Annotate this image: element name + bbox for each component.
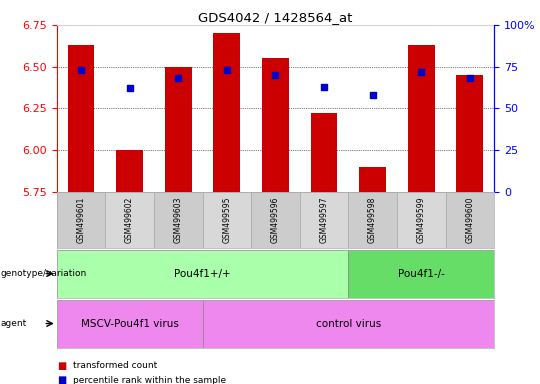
- Point: [368, 92, 377, 98]
- Text: GSM499598: GSM499598: [368, 197, 377, 243]
- Point: [320, 84, 328, 90]
- Text: ■: ■: [57, 375, 66, 384]
- Bar: [68, 45, 94, 192]
- Bar: [57, 300, 202, 348]
- Text: GSM499596: GSM499596: [271, 197, 280, 243]
- Bar: [310, 114, 338, 192]
- Point: [465, 75, 474, 81]
- Text: ■: ■: [57, 361, 66, 371]
- Bar: [456, 75, 483, 192]
- Text: transformed count: transformed count: [73, 361, 157, 370]
- Bar: [446, 192, 494, 248]
- Point: [271, 72, 280, 78]
- Bar: [105, 192, 154, 248]
- Bar: [251, 192, 300, 248]
- Bar: [116, 150, 143, 192]
- Bar: [397, 192, 445, 248]
- Text: percentile rank within the sample: percentile rank within the sample: [73, 376, 226, 384]
- Point: [77, 67, 85, 73]
- Text: GSM499599: GSM499599: [417, 197, 426, 243]
- Bar: [202, 300, 494, 348]
- Text: Pou4f1-/-: Pou4f1-/-: [398, 268, 444, 279]
- Bar: [165, 67, 192, 192]
- Point: [125, 85, 134, 91]
- Text: Pou4f1+/+: Pou4f1+/+: [174, 268, 231, 279]
- Text: GSM499601: GSM499601: [77, 197, 85, 243]
- Point: [222, 67, 231, 73]
- Bar: [348, 192, 397, 248]
- Bar: [213, 33, 240, 192]
- Bar: [359, 167, 386, 192]
- Point: [174, 75, 183, 81]
- Text: GSM499600: GSM499600: [465, 197, 474, 243]
- Bar: [57, 250, 348, 298]
- Bar: [300, 192, 348, 248]
- Text: GSM499603: GSM499603: [174, 197, 183, 243]
- Bar: [408, 45, 435, 192]
- Bar: [262, 58, 289, 192]
- Bar: [202, 192, 251, 248]
- Text: MSCV-Pou4f1 virus: MSCV-Pou4f1 virus: [80, 318, 179, 329]
- Text: genotype/variation: genotype/variation: [1, 269, 87, 278]
- Text: GSM499602: GSM499602: [125, 197, 134, 243]
- Bar: [57, 192, 105, 248]
- Text: GSM499597: GSM499597: [320, 197, 328, 243]
- Text: GSM499595: GSM499595: [222, 197, 231, 243]
- Title: GDS4042 / 1428564_at: GDS4042 / 1428564_at: [198, 11, 353, 24]
- Bar: [154, 192, 202, 248]
- Bar: [348, 250, 494, 298]
- Point: [417, 69, 426, 75]
- Text: control virus: control virus: [316, 318, 381, 329]
- Text: agent: agent: [1, 319, 27, 328]
